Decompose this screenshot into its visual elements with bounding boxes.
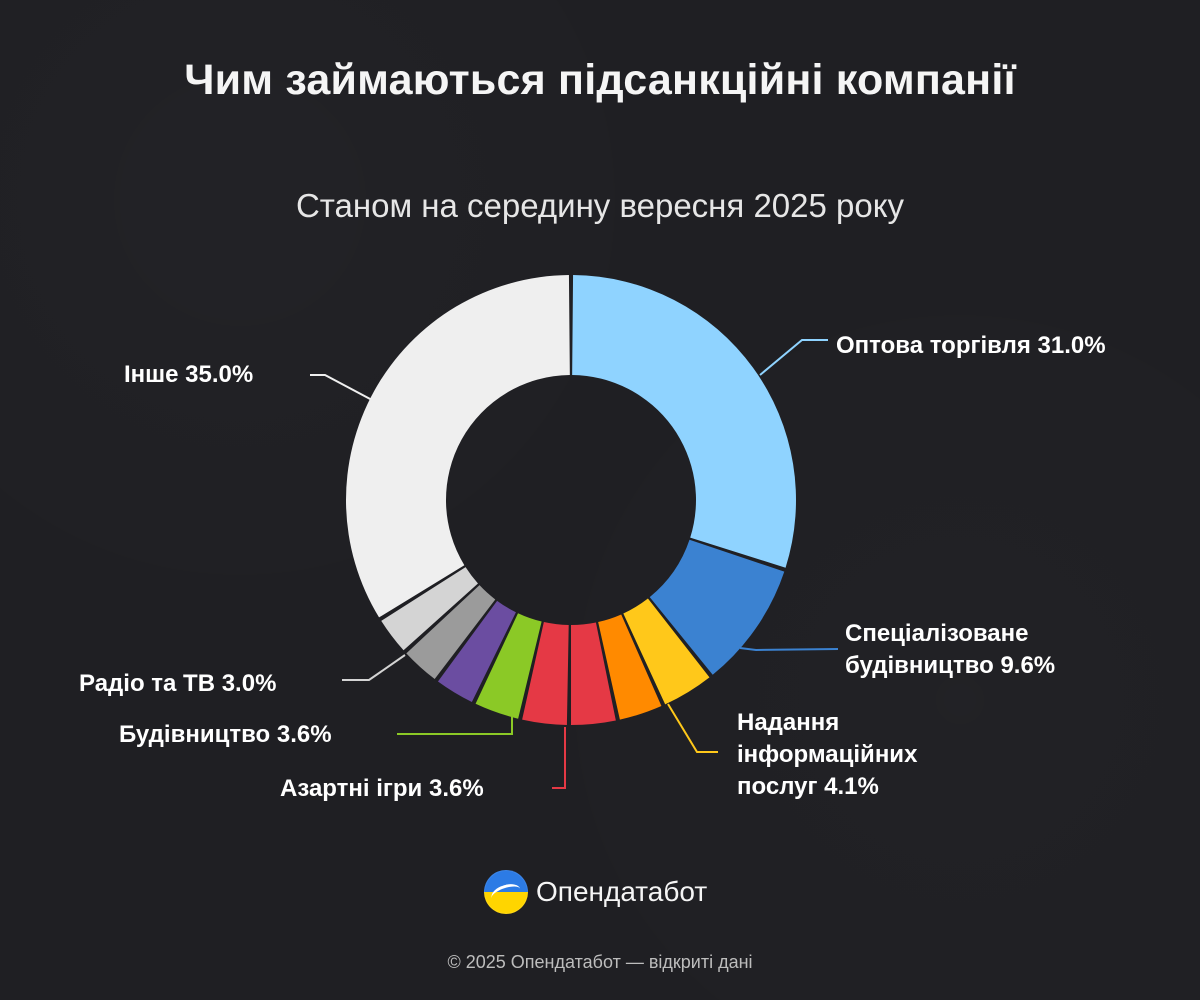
leader-line-6 bbox=[342, 654, 406, 681]
leader-line-4 bbox=[552, 727, 566, 789]
donut-slice-8 bbox=[437, 600, 516, 702]
donut-slice-1 bbox=[572, 275, 796, 568]
label-specialized-construction: Спеціалізоване будівництво 9.6% bbox=[845, 620, 1056, 679]
brand-name: Опендатабот bbox=[536, 876, 708, 907]
leader-line-5 bbox=[397, 713, 513, 735]
label-information-services: Надання інформаційних послуг 4.1% bbox=[737, 709, 918, 800]
leader-line-2 bbox=[739, 647, 839, 652]
label-construction: Будівництво 3.6% bbox=[119, 721, 332, 748]
donut-slice-7 bbox=[475, 613, 542, 719]
donut-slice-9 bbox=[406, 585, 496, 679]
donut-slice-6 bbox=[522, 622, 569, 725]
opendatabot-logo-icon bbox=[484, 870, 528, 914]
leader-line-1 bbox=[759, 339, 828, 376]
leader-line-7 bbox=[310, 374, 373, 401]
opendatabot-brand: Опендатабот bbox=[484, 870, 707, 914]
label-gambling: Азартні ігри 3.6% bbox=[280, 775, 484, 802]
chart-title: Чим займаються підсанкційні компанії bbox=[184, 56, 1016, 104]
donut-slice-5 bbox=[571, 622, 616, 725]
leader-line-3 bbox=[667, 703, 718, 753]
chart-subtitle: Станом на середину вересня 2025 року bbox=[295, 187, 905, 224]
donut-slice-11 bbox=[345, 275, 570, 618]
donut-slice-3 bbox=[623, 598, 710, 705]
label-radio-tv: Радіо та ТВ 3.0% bbox=[79, 670, 277, 697]
label-wholesale: Оптова торгівля 31.0% bbox=[836, 332, 1106, 359]
footer-credit: © 2025 Опендатабот — відкриті дані bbox=[447, 952, 753, 972]
label-other: Інше 35.0% bbox=[124, 361, 254, 388]
donut-slice-4 bbox=[598, 614, 662, 720]
donut-slice-2 bbox=[649, 539, 785, 675]
donut-slice-10 bbox=[381, 567, 478, 651]
